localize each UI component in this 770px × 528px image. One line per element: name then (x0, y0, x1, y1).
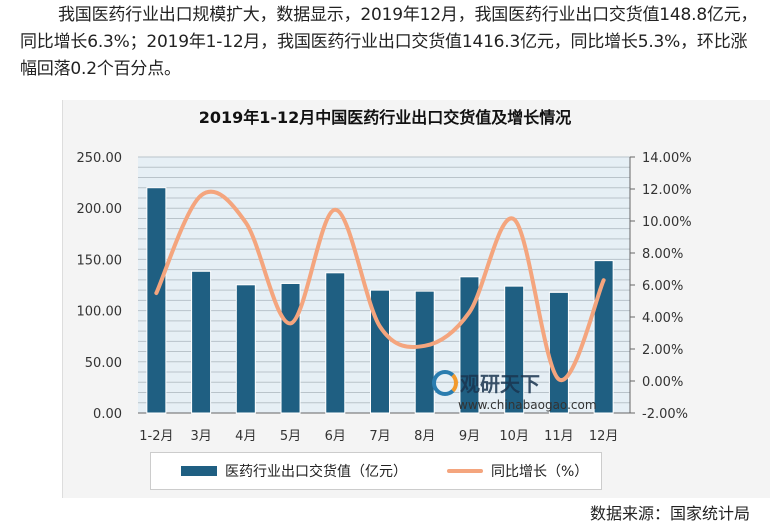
right-tick-label: 12.00% (642, 183, 692, 198)
bar (191, 270, 212, 414)
x-tick-label: 8月 (414, 429, 435, 444)
watermark-logo-icon (432, 370, 458, 396)
left-tick-label: 200.00 (77, 202, 123, 217)
x-tick-label: 10月 (499, 429, 529, 444)
x-tick-label: 3月 (190, 429, 211, 444)
right-tick-label: 0.00% (642, 375, 683, 390)
x-tick-label: 1-2月 (139, 429, 173, 444)
x-tick-label: 7月 (369, 429, 390, 444)
bar (146, 187, 167, 414)
right-tick-label: 2.00% (642, 343, 683, 358)
left-tick-label: 0.00 (93, 407, 122, 422)
bar (280, 282, 301, 414)
watermark-brand: 观研天下 (460, 372, 540, 396)
bar (504, 285, 525, 414)
right-tick-label: 8.00% (642, 247, 683, 262)
bar (414, 290, 435, 414)
right-tick-label: 10.00% (642, 215, 692, 230)
legend: 医药行业出口交货值（亿元） 同比增长（%） (150, 452, 602, 490)
right-tick-label: -2.00% (642, 407, 688, 422)
x-tick-label: 9月 (459, 429, 480, 444)
bar (459, 276, 480, 414)
legend-line-swatch (447, 469, 483, 473)
left-tick-label: 50.00 (85, 356, 122, 371)
right-tick-label: 14.00% (642, 151, 692, 166)
left-tick-label: 150.00 (77, 253, 123, 268)
x-tick-label: 5月 (280, 429, 301, 444)
legend-bar-swatch (181, 466, 217, 476)
bar (235, 284, 256, 414)
right-tick-label: 4.00% (642, 311, 683, 326)
right-tick-label: 6.00% (642, 279, 683, 294)
bar (548, 291, 569, 414)
x-tick-label: 12月 (589, 429, 619, 444)
x-tick-label: 6月 (325, 429, 346, 444)
source-note: 数据来源：国家统计局 (589, 504, 750, 523)
left-tick-label: 250.00 (77, 151, 123, 166)
x-tick-label: 11月 (544, 429, 574, 444)
legend-line-label: 同比增长（%） (491, 464, 589, 480)
chart-title: 2019年1-12月中国医药行业出口交货值及增长情况 (198, 108, 572, 127)
legend-bar-label: 医药行业出口交货值（亿元） (225, 464, 407, 480)
x-tick-label: 4月 (235, 429, 256, 444)
intro-paragraph: 我国医药行业出口规模扩大，数据显示，2019年12月，我国医药行业出口交货值14… (20, 5, 758, 79)
left-tick-label: 100.00 (77, 305, 123, 320)
bar (325, 272, 346, 414)
watermark-url: www.chinabaogao.com (458, 398, 597, 412)
